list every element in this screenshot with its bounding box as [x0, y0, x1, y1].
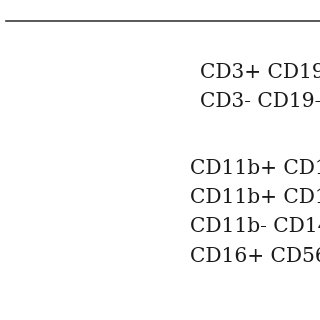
Text: CD3- CD19- NK+: CD3- CD19- NK+ [200, 92, 320, 111]
Text: CD3+ CD19+ NK-: CD3+ CD19+ NK- [200, 62, 320, 82]
Text: CD16+ CD56+: CD16+ CD56+ [190, 247, 320, 266]
Text: CD11b+ CD14+ CD15-: CD11b+ CD14+ CD15- [190, 158, 320, 178]
Text: CD11b+ CD14- CD15+: CD11b+ CD14- CD15+ [190, 188, 320, 207]
Text: CD11b- CD14- CD15-: CD11b- CD14- CD15- [190, 217, 320, 236]
